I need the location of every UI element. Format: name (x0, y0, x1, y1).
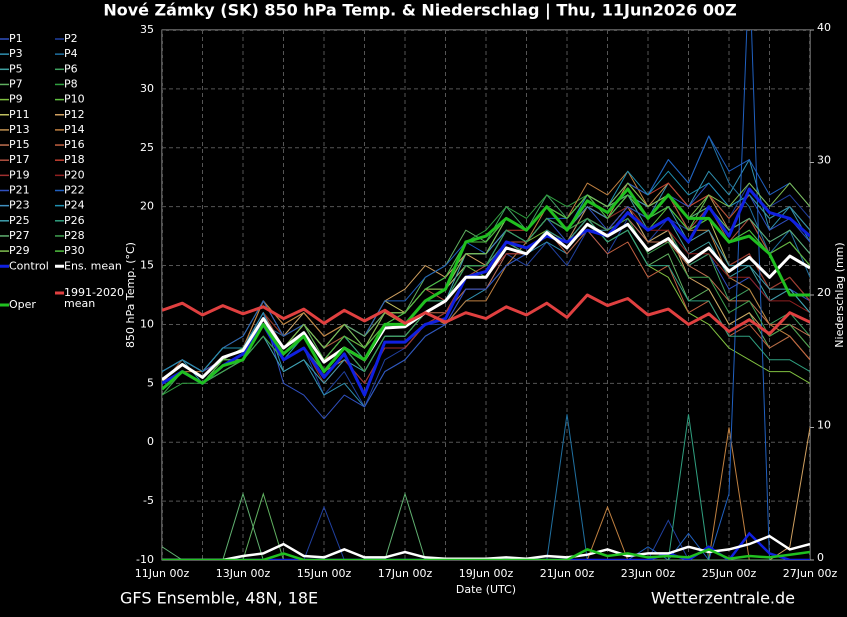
legend-label: P25 (9, 214, 30, 227)
y-tick-label: 35 (140, 23, 154, 36)
x-tick-label: 15Jun 00z (297, 567, 352, 580)
legend-label: P21 (9, 184, 30, 197)
chart-title: Nové Zámky (SK) 850 hPa Temp. & Niedersc… (103, 1, 736, 21)
legend-label: P3 (9, 47, 23, 60)
temp-line (162, 187, 810, 391)
x-tick-label: 25Jun 00z (702, 567, 757, 580)
y-tick-label: 5 (147, 376, 154, 389)
legend-label: P8 (64, 77, 78, 90)
legend-label: P26 (64, 214, 85, 227)
y-tick-label: -10 (136, 553, 154, 566)
legend-label: 1991-2020 mean (64, 286, 124, 310)
legend-label: Ens. mean (64, 259, 122, 272)
y2-axis-label: Niederschlag (mm) (833, 242, 846, 347)
x-tick-label: 23Jun 00z (621, 567, 676, 580)
y-tick-label: 25 (140, 141, 154, 154)
temp-line (162, 293, 810, 336)
y-tick-label: 30 (140, 82, 154, 95)
precip-line (162, 30, 810, 560)
legend-label: Oper (9, 298, 36, 311)
x-tick-label: 11Jun 00z (135, 567, 190, 580)
footer-left: GFS Ensemble, 48N, 18E (120, 589, 318, 608)
legend-label: P10 (64, 93, 85, 106)
precip-line (162, 414, 810, 560)
y-tick-label: 10 (140, 317, 154, 330)
legend-label: P2 (64, 32, 78, 45)
y-tick-label: 15 (140, 259, 154, 272)
x-tick-label: 13Jun 00z (216, 567, 271, 580)
legend-label: P27 (9, 229, 30, 242)
legend-label: P1 (9, 32, 23, 45)
legend-label: P9 (9, 93, 23, 106)
y2-tick-label: 0 (817, 551, 824, 564)
footer-right: Wetterzentrale.de (651, 589, 795, 608)
plot-area (162, 30, 810, 560)
legend-label: P30 (64, 244, 85, 257)
legend-label: P23 (9, 199, 30, 212)
legend-label: Control (9, 259, 49, 272)
y2-tick-label: 10 (817, 419, 831, 432)
y2-tick-label: 30 (817, 154, 831, 167)
legend-label: P16 (64, 138, 85, 151)
x-tick-label: 19Jun 00z (459, 567, 514, 580)
temp-line (162, 222, 810, 381)
x-tick-label: 21Jun 00z (540, 567, 595, 580)
legend-label: P4 (64, 47, 78, 60)
precip-line (162, 492, 810, 560)
legend-label: P5 (9, 62, 23, 75)
legend-label: P11 (9, 108, 30, 121)
legend-label: P17 (9, 153, 30, 166)
x-tick-label: 17Jun 00z (378, 567, 433, 580)
y-tick-label: 0 (147, 435, 154, 448)
x-tick-label: 27Jun 00z (783, 567, 838, 580)
y-axis-label: 850 hPa Temp. (°C) (124, 242, 137, 348)
x-axis-label: Date (UTC) (456, 583, 516, 596)
y-tick-label: -5 (143, 494, 154, 507)
legend-label: P6 (64, 62, 78, 75)
precip-line (162, 534, 810, 560)
legend-label: P18 (64, 153, 85, 166)
y2-tick-label: 20 (817, 286, 831, 299)
legend-label: P15 (9, 138, 30, 151)
legend-label: P24 (64, 199, 85, 212)
y-tick-label: 20 (140, 200, 154, 213)
temp-line (162, 170, 810, 384)
y2-tick-label: 40 (817, 21, 831, 34)
legend-label: P12 (64, 108, 85, 121)
legend-label: P28 (64, 229, 85, 242)
legend-label: P19 (9, 168, 30, 181)
temp-line (162, 217, 810, 396)
legend-label: P7 (9, 77, 23, 90)
legend-label: P20 (64, 168, 85, 181)
legend-label: P29 (9, 244, 30, 257)
legend-label: P22 (64, 184, 85, 197)
precip-line (162, 548, 810, 560)
legend-label: P13 (9, 123, 30, 136)
legend-label: P14 (64, 123, 85, 136)
